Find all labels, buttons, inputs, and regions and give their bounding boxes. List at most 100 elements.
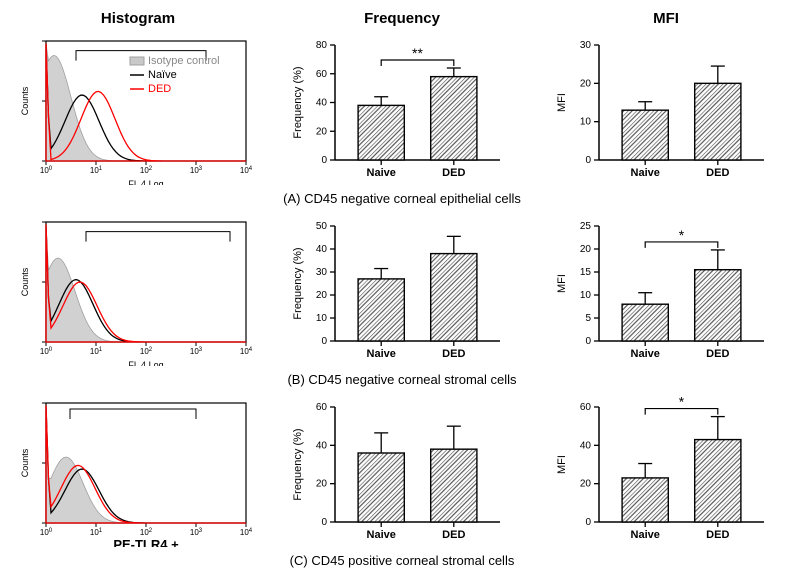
svg-text:100: 100 xyxy=(40,166,53,175)
svg-text:5: 5 xyxy=(585,313,591,324)
svg-text:104: 104 xyxy=(240,166,253,175)
svg-text:*: * xyxy=(679,227,685,243)
svg-text:Naive: Naive xyxy=(367,529,396,541)
histogram-chart: 100 101 102 103 104 PE-TLR4 + Counts xyxy=(18,397,258,547)
svg-text:MFI: MFI xyxy=(556,274,568,293)
bar xyxy=(695,440,741,522)
svg-text:102: 102 xyxy=(140,528,153,537)
svg-text:60: 60 xyxy=(316,69,328,80)
svg-text:102: 102 xyxy=(140,347,153,356)
bar xyxy=(622,304,668,341)
svg-text:20: 20 xyxy=(580,78,592,89)
bar-chart: 0102030MFINaiveDED xyxy=(551,35,781,185)
bar-chart: 0204060MFINaiveDED* xyxy=(551,397,781,547)
svg-text:Naive: Naive xyxy=(631,348,660,360)
svg-text:Counts: Counts xyxy=(20,448,30,477)
bar xyxy=(622,110,668,160)
svg-text:101: 101 xyxy=(90,528,103,537)
column-title: Histogram xyxy=(10,10,266,27)
svg-text:0: 0 xyxy=(585,336,591,347)
bar-chart: 0204060Frequency (%)NaiveDED xyxy=(287,397,517,547)
svg-text:102: 102 xyxy=(140,166,153,175)
histogram-cell: 100 101 102 103 104 PE-TLR4 + Counts xyxy=(10,397,266,547)
bar xyxy=(358,279,404,341)
svg-text:FL 4 Log: FL 4 Log xyxy=(128,179,163,185)
svg-text:40: 40 xyxy=(580,440,592,451)
bar-chart: 01020304050Frequency (%)NaiveDED xyxy=(287,216,517,366)
svg-text:20: 20 xyxy=(316,126,328,137)
svg-text:100: 100 xyxy=(40,528,53,537)
svg-text:0: 0 xyxy=(321,336,327,347)
svg-text:0: 0 xyxy=(585,155,591,166)
svg-text:0: 0 xyxy=(585,517,591,528)
bar xyxy=(695,83,741,160)
svg-text:DED: DED xyxy=(442,529,465,541)
svg-text:104: 104 xyxy=(240,347,253,356)
mfi-cell: 0204060MFINaiveDED* xyxy=(538,397,794,547)
row-caption: (A) CD45 negative corneal epithelial cel… xyxy=(10,191,794,206)
svg-text:Naive: Naive xyxy=(631,529,660,541)
svg-text:Counts: Counts xyxy=(20,267,30,296)
svg-text:DED: DED xyxy=(442,167,465,179)
svg-text:Frequency (%): Frequency (%) xyxy=(292,428,304,500)
row-caption: (B) CD45 negative corneal stromal cells xyxy=(10,372,794,387)
histogram-cell: 100101102103104FL 4 LogCountsIsotype con… xyxy=(10,35,266,185)
svg-text:50: 50 xyxy=(316,221,328,232)
bar xyxy=(431,77,477,160)
svg-text:103: 103 xyxy=(190,347,203,356)
svg-text:0: 0 xyxy=(321,155,327,166)
svg-text:20: 20 xyxy=(316,479,328,490)
svg-text:101: 101 xyxy=(90,166,103,175)
bar-chart: 0 5 10 15 20 25 MFI Naive DED * xyxy=(551,216,781,366)
svg-text:PE-TLR4 +: PE-TLR4 + xyxy=(113,537,179,547)
svg-text:FL 4 Log: FL 4 Log xyxy=(128,360,163,366)
svg-text:20: 20 xyxy=(580,244,592,255)
bar xyxy=(695,270,741,341)
svg-text:60: 60 xyxy=(580,402,592,413)
frequency-cell: 01020304050Frequency (%)NaiveDED xyxy=(274,216,530,366)
histogram-chart: 100101102103104FL 4 LogCountsIsotype con… xyxy=(18,35,258,185)
svg-text:MFI: MFI xyxy=(556,93,568,112)
svg-text:DED: DED xyxy=(148,83,171,95)
bar xyxy=(358,105,404,160)
svg-text:40: 40 xyxy=(316,98,328,109)
svg-text:Frequency (%): Frequency (%) xyxy=(292,66,304,138)
svg-text:Naive: Naive xyxy=(631,167,660,179)
svg-text:10: 10 xyxy=(580,117,592,128)
svg-text:10: 10 xyxy=(316,313,328,324)
bar-chart: 020406080Frequency (%)NaiveDED** xyxy=(287,35,517,185)
bar xyxy=(358,453,404,522)
mfi-cell: 0 5 10 15 20 25 MFI Naive DED * xyxy=(538,216,794,366)
svg-text:80: 80 xyxy=(316,40,328,51)
mfi-cell: 0102030MFINaiveDED xyxy=(538,35,794,185)
svg-text:15: 15 xyxy=(580,267,592,278)
svg-text:25: 25 xyxy=(580,221,592,232)
svg-text:Naive: Naive xyxy=(367,167,396,179)
svg-text:103: 103 xyxy=(190,166,203,175)
svg-text:Frequency (%): Frequency (%) xyxy=(292,247,304,319)
svg-text:104: 104 xyxy=(240,528,253,537)
column-title: Frequency xyxy=(274,10,530,27)
svg-text:40: 40 xyxy=(316,244,328,255)
svg-text:100: 100 xyxy=(40,347,53,356)
frequency-cell: 020406080Frequency (%)NaiveDED** xyxy=(274,35,530,185)
svg-text:Naïve: Naïve xyxy=(148,69,177,81)
histogram-chart: 100 101 102 103 104 FL 4 Log Counts xyxy=(18,216,258,366)
svg-text:DED: DED xyxy=(706,348,729,360)
svg-text:101: 101 xyxy=(90,347,103,356)
svg-text:30: 30 xyxy=(316,267,328,278)
svg-text:0: 0 xyxy=(321,517,327,528)
svg-text:20: 20 xyxy=(580,479,592,490)
bar xyxy=(622,478,668,522)
svg-text:Counts: Counts xyxy=(20,86,30,115)
svg-text:*: * xyxy=(679,397,685,410)
histogram-cell: 100 101 102 103 104 FL 4 Log Counts xyxy=(10,216,266,366)
svg-text:103: 103 xyxy=(190,528,203,537)
svg-text:DED: DED xyxy=(442,348,465,360)
svg-text:30: 30 xyxy=(580,40,592,51)
column-title: MFI xyxy=(538,10,794,27)
svg-text:Naive: Naive xyxy=(367,348,396,360)
svg-text:10: 10 xyxy=(580,290,592,301)
bar xyxy=(431,254,477,341)
row-caption: (C) CD45 positive corneal stromal cells xyxy=(10,553,794,568)
